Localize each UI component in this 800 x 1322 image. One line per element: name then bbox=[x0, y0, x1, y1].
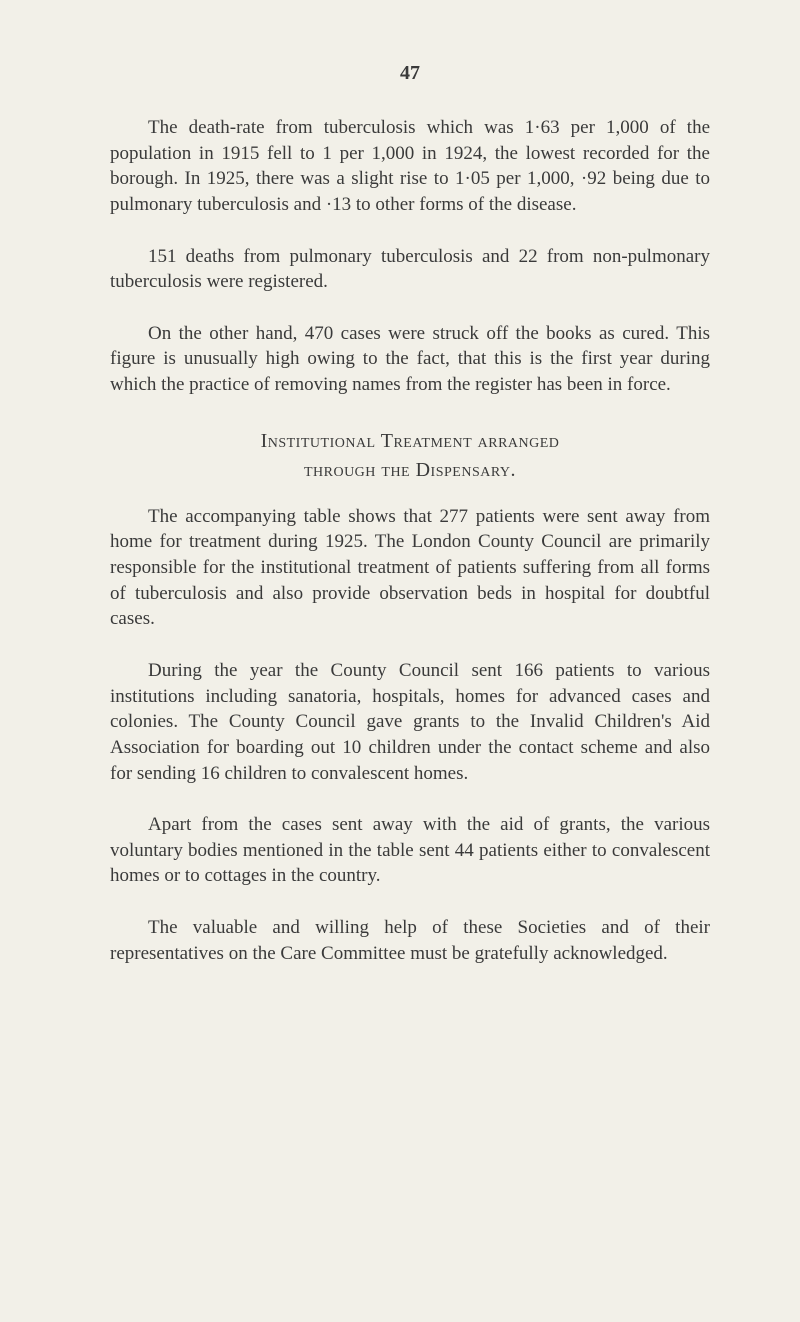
heading-line-2: through the Dispensary. bbox=[110, 457, 710, 484]
section-heading: Institutional Treatment arranged through… bbox=[110, 428, 710, 484]
heading-line-1: Institutional Treatment arranged bbox=[110, 428, 710, 455]
body-paragraph: The accompanying table shows that 277 pa… bbox=[110, 504, 710, 632]
document-page: 47 The death-rate from tuberculosis whic… bbox=[0, 0, 800, 1052]
body-paragraph: On the other hand, 470 cases were struck… bbox=[110, 321, 710, 398]
body-paragraph: The valuable and willing help of these S… bbox=[110, 915, 710, 966]
body-paragraph: 151 deaths from pulmonary tuberculosis a… bbox=[110, 244, 710, 295]
page-number: 47 bbox=[110, 60, 710, 87]
body-paragraph: Apart from the cases sent away with the … bbox=[110, 812, 710, 889]
body-paragraph: The death-rate from tuberculosis which w… bbox=[110, 115, 710, 218]
body-paragraph: During the year the County Council sent … bbox=[110, 658, 710, 786]
